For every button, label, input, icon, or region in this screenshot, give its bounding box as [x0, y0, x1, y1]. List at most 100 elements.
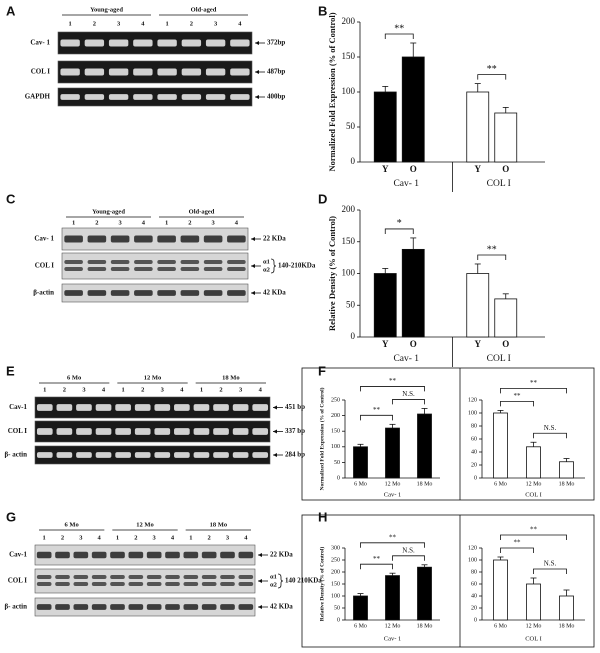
lane-number: 1 [69, 20, 72, 27]
x-tick-label: 18 Mo [559, 481, 575, 487]
gel-band [36, 428, 53, 435]
lane-number: 4 [180, 386, 184, 393]
gel-band [76, 452, 92, 458]
row-label: β- actin [4, 451, 27, 459]
y-tick-label: 200 [331, 413, 340, 419]
significance-bracket [392, 555, 425, 561]
bar [526, 583, 541, 621]
row-label: Cav- 1 [30, 39, 50, 47]
gel-band [110, 551, 125, 559]
gel-band [110, 267, 130, 271]
y-tick-label: 100 [331, 444, 340, 450]
bar [373, 91, 397, 163]
y-tick-label: 120 [468, 397, 477, 403]
x-tick-label: Y [382, 339, 389, 349]
significance-bracket [533, 568, 567, 574]
panel-label: H [318, 509, 327, 524]
gel-band [55, 604, 70, 610]
gel-band [76, 404, 92, 411]
arrow-head [255, 70, 259, 74]
gel-band [165, 604, 180, 610]
gel-band [203, 235, 223, 243]
subband-label: α2 [270, 581, 277, 588]
subband-label: α1 [270, 573, 277, 580]
gel-band [91, 575, 107, 579]
lane-number: 1 [189, 534, 192, 541]
x-tick-label: 6 Mo [494, 481, 507, 487]
gel-band [133, 39, 153, 47]
significance-label: ** [530, 526, 538, 534]
marker-label: 22 KDa [270, 551, 293, 559]
gel-band [227, 235, 246, 243]
y-tick-label: 0 [351, 331, 356, 341]
gel-band [174, 404, 190, 411]
y-tick-label: 20 [471, 605, 477, 611]
significance-label: ** [373, 555, 381, 563]
gel-band [238, 582, 254, 586]
x-tick-label: Y [475, 164, 482, 174]
significance-label: N.S. [544, 424, 557, 432]
lane-number: 2 [188, 219, 191, 226]
gel-strip [61, 227, 249, 251]
gel-band [91, 604, 107, 610]
significance-bracket [477, 74, 507, 80]
gel-band [95, 452, 112, 458]
y-tick-label: 0 [474, 475, 477, 481]
gel-band [238, 575, 254, 579]
gel-band [87, 235, 107, 243]
y-tick-label: 150 [342, 236, 356, 246]
x-tick-label: O [410, 164, 417, 174]
x-tick-label: O [410, 339, 417, 349]
gel-band [128, 575, 144, 579]
y-tick-label: 0 [474, 617, 477, 623]
gel-band [213, 452, 229, 458]
x-tick-label: 12 Mo [526, 623, 542, 629]
gel-band [128, 551, 144, 559]
gel-strip [34, 445, 271, 465]
significance-bracket [533, 432, 567, 439]
bar [493, 559, 508, 621]
lane-number: 2 [141, 386, 144, 393]
gel-band [108, 94, 129, 100]
y-tick-label: 50 [334, 605, 340, 611]
gel-band [205, 94, 226, 100]
row-label: Cav-1 [9, 403, 27, 411]
row-label: GAPDH [25, 93, 51, 101]
gel-band [60, 94, 80, 100]
lane-number: 3 [79, 534, 83, 541]
gel-band [227, 290, 246, 296]
gel-band [193, 428, 210, 435]
panel-label: F [318, 363, 326, 378]
gel-band [220, 551, 235, 559]
gel-band [134, 260, 153, 264]
gel-band [87, 267, 107, 271]
gel-band [174, 452, 190, 458]
gel-band [183, 575, 199, 579]
significance-bracket [360, 563, 393, 570]
arrow-head [251, 264, 255, 268]
brace [270, 258, 277, 274]
arrow-head [251, 291, 255, 295]
x-tick-label: 6 Mo [354, 481, 367, 487]
gel-band [232, 452, 249, 458]
x-tick-label: Y [475, 339, 482, 349]
lane-number: 1 [116, 534, 119, 541]
gel-band [193, 452, 210, 458]
bar [466, 273, 490, 338]
gel-band [180, 260, 200, 264]
gel-strip [34, 420, 271, 443]
gel-band [133, 68, 153, 76]
lane-number: 4 [142, 219, 146, 226]
lane-number: 1 [200, 386, 203, 393]
significance-bracket [500, 547, 534, 553]
y-axis-label: Normalized Fold Expression (% of Control… [318, 387, 325, 490]
gel-band [36, 582, 52, 586]
y-tick-label: 50 [346, 299, 356, 309]
gel-band [220, 604, 235, 610]
gel-strip [34, 597, 256, 617]
gel-band [91, 551, 107, 559]
lane-number: 1 [43, 386, 46, 393]
gel-band [110, 235, 130, 243]
panel-label: E [6, 363, 15, 378]
gel-band [128, 582, 144, 586]
